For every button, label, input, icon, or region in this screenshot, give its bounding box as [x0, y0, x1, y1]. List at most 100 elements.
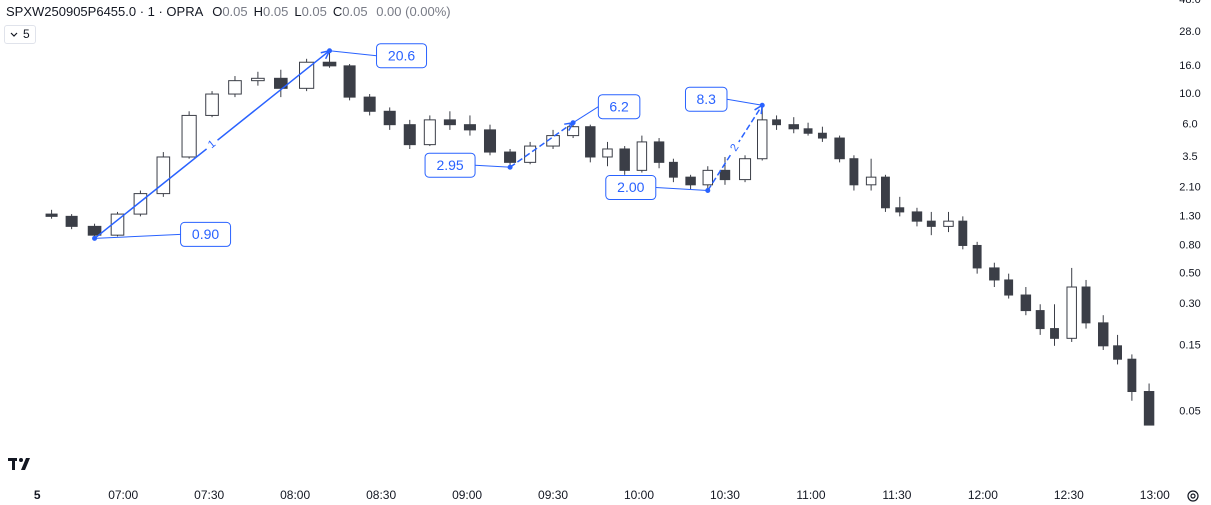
- candle-body: [911, 211, 923, 222]
- candle-body: [739, 158, 752, 181]
- callout-box: [684, 86, 728, 112]
- y-tick-label: 0.15: [1179, 340, 1200, 352]
- legend: SPXW250905P6455.0 · 1 · OPRA O0.05 H0.05 L…: [6, 4, 451, 19]
- candle-body: [585, 126, 596, 158]
- x-tick-label: 07:00: [108, 488, 138, 502]
- candle-body: [383, 110, 396, 126]
- callout-box: [605, 175, 657, 201]
- x-tick-label: 07:30: [194, 488, 224, 502]
- candle-body: [274, 77, 288, 89]
- candle-body: [65, 215, 78, 227]
- interval: 5: [23, 27, 30, 41]
- move-line: [509, 122, 574, 168]
- candle-body: [834, 137, 845, 160]
- candle-body: [1020, 294, 1032, 312]
- candle-body: [702, 169, 714, 186]
- candle-body: [619, 148, 630, 171]
- candle-body: [653, 141, 665, 163]
- callout-line: [726, 98, 763, 106]
- candle-body: [567, 126, 580, 137]
- anchor-point: [92, 235, 98, 241]
- candle-body: [504, 151, 517, 163]
- move-label-bg: [727, 139, 743, 157]
- candle-body: [926, 220, 936, 227]
- candles: [45, 50, 1155, 426]
- candle-body: [1127, 358, 1137, 393]
- candle-body: [1050, 328, 1059, 339]
- callout-text: 8.3: [696, 91, 716, 107]
- candle-body: [133, 193, 148, 215]
- callout-line: [572, 106, 599, 124]
- symbol: SPXW250905P6455.0 · 1 · OPRA: [6, 4, 203, 19]
- candle-body: [1066, 286, 1077, 339]
- y-tick-label: 48.0: [1179, 0, 1200, 6]
- ohlc-key: L: [294, 4, 302, 19]
- candle-body: [772, 119, 781, 126]
- x-tick-label: 08:00: [280, 488, 310, 502]
- chevron: [10, 32, 18, 37]
- x-tick-label: 12:30: [1054, 488, 1084, 502]
- x-tick-label: 13:00: [1140, 488, 1170, 502]
- x-tick-label: 10:30: [710, 488, 740, 502]
- y-tick-label: 28.0: [1179, 26, 1200, 38]
- callout-box: [180, 221, 232, 247]
- candle-body: [228, 80, 242, 95]
- y-tick-label: 0.50: [1179, 268, 1200, 280]
- ohlc-value: 0.05: [342, 4, 368, 19]
- logo: [8, 458, 30, 470]
- move-label: 2: [728, 142, 741, 154]
- anchor-point: [759, 102, 765, 108]
- candle-body: [181, 114, 197, 158]
- candle-body: [299, 61, 315, 89]
- callout-text: 2.95: [436, 157, 463, 173]
- candle-body: [943, 220, 954, 227]
- candle-body: [1035, 310, 1045, 330]
- callout-text: 2.00: [617, 179, 644, 195]
- candle-body: [87, 225, 102, 236]
- y-tick-label: 0.30: [1179, 298, 1200, 310]
- callout-box: [424, 152, 476, 178]
- candle-body: [1081, 286, 1091, 324]
- callout-line: [329, 50, 377, 57]
- candle-body: [1004, 279, 1014, 296]
- y-tick-label: 0.80: [1179, 239, 1200, 251]
- candle-body: [483, 129, 497, 153]
- candle-body: [1097, 322, 1109, 347]
- candle-body: [463, 124, 476, 131]
- candle-body: [895, 207, 905, 213]
- candle-body: [1113, 345, 1122, 360]
- candle-body: [156, 156, 171, 195]
- candle-body: [685, 176, 696, 186]
- ohlc-key: H: [253, 4, 264, 19]
- callout-line: [655, 187, 708, 192]
- settings-icon[interactable]: [1187, 490, 1199, 502]
- candle-body: [403, 124, 416, 146]
- candle-body: [972, 244, 982, 269]
- callout-box: [376, 43, 428, 69]
- callout-text: 0.90: [192, 226, 219, 242]
- ohlc-key: O: [212, 4, 223, 19]
- y-tick-label: 3.5: [1182, 151, 1197, 163]
- y-tick-label: 0.05: [1179, 406, 1200, 418]
- candle-body: [45, 213, 58, 217]
- callout-text: 20.6: [388, 47, 415, 63]
- candle-body: [958, 220, 968, 246]
- candle-body: [881, 176, 890, 209]
- x-tick-label: 09:00: [452, 488, 482, 502]
- ohlc-key: C: [332, 4, 343, 19]
- candle-body: [423, 119, 436, 146]
- candle-body: [205, 93, 219, 116]
- candle-body: [524, 145, 537, 163]
- ohlc-value: 0.05: [222, 4, 248, 19]
- y-tick-label: 10.0: [1179, 88, 1200, 100]
- candle-body: [322, 61, 337, 67]
- candle-body: [363, 96, 376, 112]
- y-tick-label: 16.0: [1179, 60, 1200, 72]
- interval-button[interactable]: 5: [4, 25, 36, 44]
- candle-body: [343, 65, 356, 98]
- ohlc-value: 0.05: [301, 4, 327, 19]
- anchor-point: [507, 164, 513, 170]
- candle-body: [1143, 391, 1155, 426]
- candle-body: [719, 169, 731, 181]
- candle-body: [849, 158, 859, 186]
